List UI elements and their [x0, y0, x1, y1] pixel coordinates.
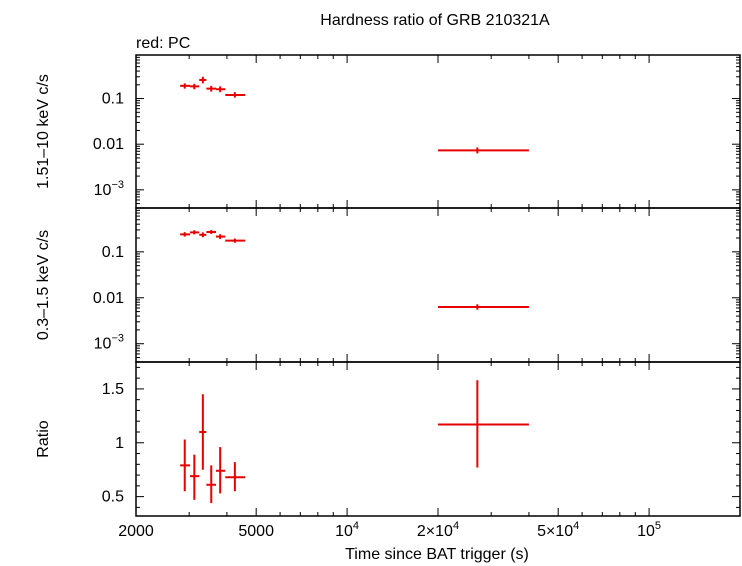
y-tick-label: 0.1 — [102, 244, 124, 261]
x-tick-label-sup: 4 — [573, 520, 579, 532]
data-point-soft-6 — [438, 304, 529, 310]
y-tick-label: 1 — [115, 435, 124, 452]
data-point-soft-3 — [206, 229, 216, 234]
x-tick-label: 104 — [335, 520, 359, 540]
legend-note: red: PC — [136, 35, 190, 52]
y-axis-label-ratio: Ratio — [35, 420, 52, 457]
data-point-ratio-1 — [190, 454, 200, 500]
data-point-hard-0 — [180, 83, 191, 89]
x-tick-label: 2×104 — [417, 520, 459, 540]
data-point-ratio-2 — [199, 394, 207, 470]
data-point-soft-0 — [180, 232, 191, 237]
panels-group: 0.1 0.01 10−3 1.51–10 keV c/s 0.1 0.01 10−3 0.3… — [35, 54, 741, 540]
y-tick-label: 0.5 — [102, 489, 124, 506]
x-tick-label: 105 — [637, 520, 661, 540]
y-tick-label: 1.5 — [102, 381, 124, 398]
data-point-hard-3 — [206, 85, 216, 92]
y-tick-label: 0.01 — [93, 136, 124, 153]
y-tick-label-sup: −3 — [111, 179, 124, 191]
data-point-hard-2 — [199, 76, 207, 84]
x-tick-label: 5×104 — [537, 520, 579, 540]
data-point-ratio-5 — [225, 462, 246, 492]
data-point-ratio-4 — [215, 447, 226, 494]
panel-hard: 0.1 0.01 10−3 1.51–10 keV c/s — [35, 54, 741, 209]
x-tick-label-sup: 4 — [453, 520, 459, 532]
x-tick-label: 2000 — [118, 523, 154, 540]
x-tick-label-sup: 4 — [353, 520, 359, 532]
data-point-ratio-0 — [180, 439, 191, 492]
y-tick-label: 10−3 — [94, 333, 124, 353]
data-point-ratio-6 — [438, 380, 529, 468]
panel-frame-hard — [135, 54, 741, 209]
chart-title: Hardness ratio of GRB 210321A — [320, 12, 550, 29]
data-point-hard-5 — [225, 92, 246, 98]
y-tick-label: 0.01 — [93, 290, 124, 307]
panel-soft: 0.1 0.01 10−3 0.3–1.5 keV c/s — [35, 207, 741, 363]
data-point-hard-6 — [438, 147, 529, 154]
y-axis-label-soft: 0.3–1.5 keV c/s — [35, 230, 52, 340]
data-point-soft-1 — [190, 230, 200, 235]
y-tick-label: 10−3 — [94, 179, 124, 199]
data-point-soft-4 — [215, 234, 226, 240]
data-point-hard-1 — [190, 83, 200, 90]
data-point-soft-2 — [199, 232, 207, 238]
y-tick-label: 0.1 — [102, 91, 124, 108]
x-tick-label: 5000 — [238, 523, 274, 540]
x-tick-label-sup: 5 — [655, 520, 661, 532]
y-axis-label-hard: 1.51–10 keV c/s — [35, 74, 52, 189]
y-tick-label-sup: −3 — [111, 333, 124, 345]
data-point-ratio-3 — [206, 465, 216, 504]
x-axis-label: Time since BAT trigger (s) — [345, 546, 529, 563]
panel-frame-ratio — [135, 361, 741, 517]
panel-frame-soft — [135, 207, 741, 363]
panel-ratio: 0.5 1 1.5 Ratio — [35, 361, 741, 517]
data-point-hard-4 — [215, 86, 226, 93]
data-point-soft-5 — [225, 238, 246, 243]
